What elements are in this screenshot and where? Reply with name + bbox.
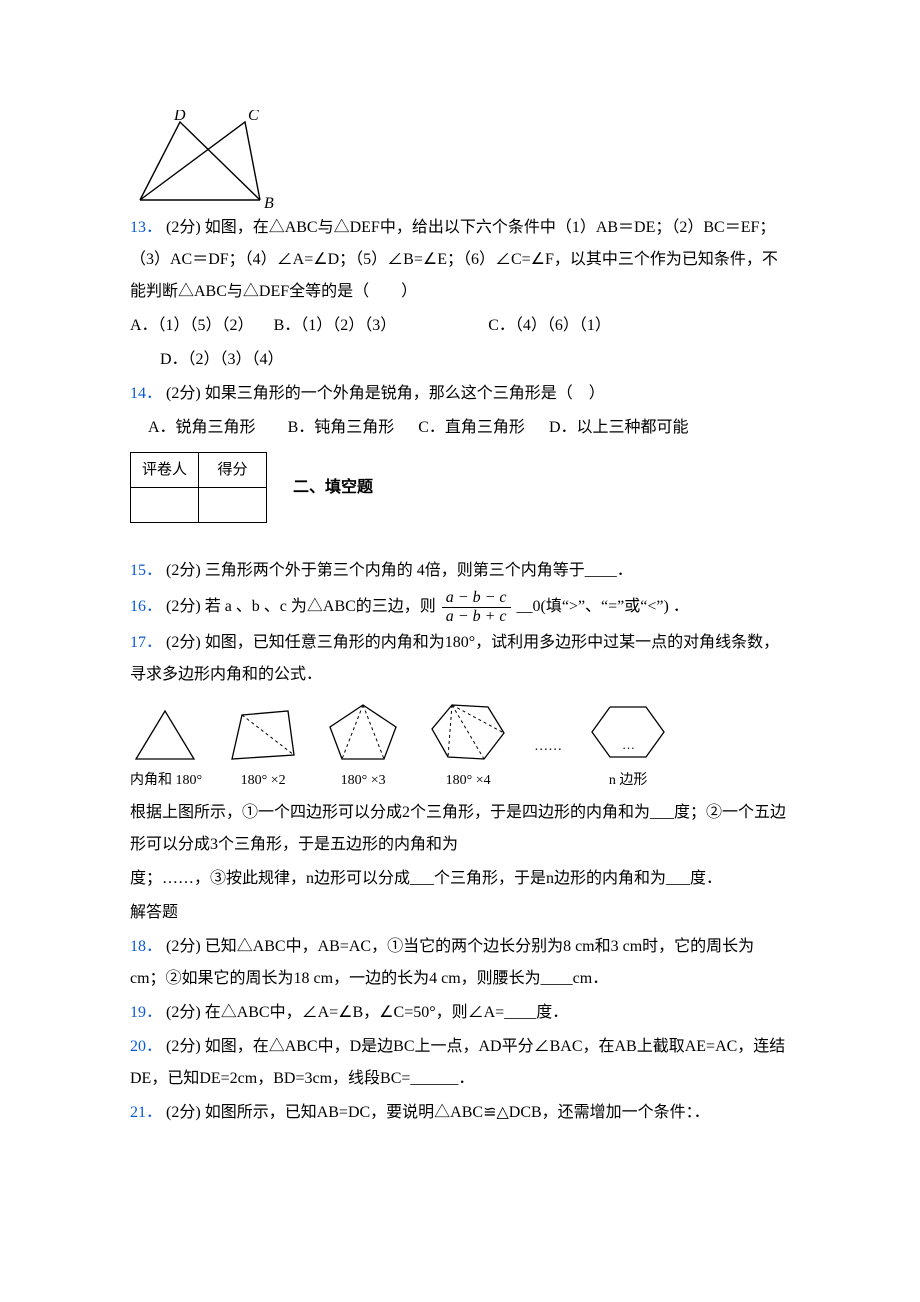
poly-cap-5: n 边形 (586, 767, 670, 795)
q19-score: (2分) (166, 1004, 201, 1021)
q15-text: 三角形两个外于第三个内角的 4倍，则第三个内角等于____． (205, 562, 633, 579)
q19-text: 在△ABC中，∠A=∠B，∠C=50°，则∠A=____度． (205, 1004, 569, 1021)
q14: 14． (2分) 如果三角形的一个外角是锐角，那么这个三角形是（ ） (130, 378, 790, 410)
poly-hexagon: 180° ×4 (426, 699, 510, 795)
q13-score: (2分) (166, 219, 201, 236)
q15: 15． (2分) 三角形两个外于第三个内角的 4倍，则第三个内角等于____． (130, 555, 790, 587)
q16-fraction: a − b − c a − b + c (442, 589, 511, 625)
q20-text: 如图，在△ABC中，D是边BC上一点，AD平分∠BAC，在AB上截取AE=AC，… (130, 1038, 785, 1087)
q17: 17． (2分) 如图，已知任意三角形的内角和为180°，试利用多边形中过某一点… (130, 627, 790, 691)
poly-cap-2: 180° ×2 (226, 767, 300, 795)
q16-number: 16． (130, 598, 162, 615)
score-table: 评卷人 得分 (130, 452, 267, 523)
q20: 20． (2分) 如图，在△ABC中，D是边BC上一点，AD平分∠BAC，在AB… (130, 1031, 790, 1095)
q16-frac-den: a − b + c (442, 608, 511, 626)
q13-number: 13． (130, 219, 162, 236)
q21-number: 21． (130, 1104, 162, 1121)
vertex-D: D (173, 110, 186, 124)
q14-options: A．锐角三角形 B．钝角三角形 C．直角三角形 D．以上三种都可能 (130, 412, 790, 444)
q13-optA: A．（1）（5）（2） (130, 317, 254, 334)
q20-number: 20． (130, 1038, 162, 1055)
spacer (130, 529, 790, 553)
poly-pentagon: 180° ×3 (324, 701, 402, 795)
q18-text: 已知△ABC中，AB=AC，①当它的两个边长分别为8 cm和3 cm时，它的周长… (130, 938, 770, 987)
q13-optC: C．（4）（6）（1） (488, 317, 611, 334)
vertex-C: C (248, 110, 259, 124)
q16-post: __0(填“>”、“=”或“<”) ． (517, 598, 689, 615)
score-col-score: 得分 (199, 453, 267, 488)
triangle-cross-figure: D C B (130, 110, 290, 210)
q18: 18． (2分) 已知△ABC中，AB=AC，①当它的两个边长分别为8 cm和3… (130, 931, 790, 995)
q13-optD: D．（2）（3）（4） (160, 351, 284, 368)
q17-followup-2: 度；……，③按此规律，n边形可以分成___个三角形，于是n边形的内角和为___度… (130, 863, 790, 895)
q13-options-line2: D．（2）（3）（4） (130, 344, 790, 376)
poly-cap-4: 180° ×4 (426, 767, 510, 795)
q16-pre: 若 a 、b 、c 为△ABC的三边，则 (205, 598, 436, 615)
poly-dots-text: …… (534, 733, 562, 761)
score-blank-1 (131, 488, 199, 523)
poly-ngon: … n 边形 (586, 699, 670, 795)
svg-text:…: … (622, 737, 635, 752)
vertex-B: B (264, 195, 274, 210)
section-2-title: 二、填空题 (293, 472, 373, 504)
q21-text: 如图所示，已知AB=DC，要说明△ABC≌△DCB，还需增加一个条件：． (205, 1104, 710, 1121)
polygon-row: 内角和 180° 180° ×2 180° ×3 180° ×4 …… … (130, 699, 790, 795)
q14-score: (2分) (166, 385, 201, 402)
q14-optC: C．直角三角形 (418, 419, 525, 436)
q17-followup-1: 根据上图所示，①一个四边形可以分成2个三角形，于是四边形的内角和为___度；②一… (130, 797, 790, 861)
poly-cap-3: 180° ×3 (324, 767, 402, 795)
q18-score: (2分) (166, 938, 201, 955)
q20-score: (2分) (166, 1038, 201, 1055)
q14-optA: A．锐角三角形 (148, 419, 256, 436)
q16: 16． (2分) 若 a 、b 、c 为△ABC的三边，则 a − b − c … (130, 589, 790, 625)
q17-followup-3: 解答题 (130, 897, 790, 929)
q14-optB: B．钝角三角形 (288, 419, 395, 436)
q19: 19． (2分) 在△ABC中，∠A=∠B，∠C=50°，则∠A=____度． (130, 997, 790, 1029)
section-header-row: 评卷人 得分 二、填空题 (130, 446, 790, 529)
q15-number: 15． (130, 562, 162, 579)
score-col-grader: 评卷人 (131, 453, 199, 488)
q13: 13． (2分) 如图，在△ABC与△DEF中，给出以下六个条件中（1）AB＝D… (130, 212, 790, 308)
q16-frac-num: a − b − c (442, 589, 511, 608)
q13-text: 如图，在△ABC与△DEF中，给出以下六个条件中（1）AB＝DE；（2）BC＝E… (130, 219, 778, 300)
q13-optB: B．（1）（2）（3） (274, 317, 397, 334)
q18-number: 18． (130, 938, 162, 955)
q13-figure: D C B (130, 110, 790, 210)
q17-text: 如图，已知任意三角形的内角和为180°，试利用多边形中过某一点的对角线条数，寻求… (130, 634, 779, 683)
q14-number: 14． (130, 385, 162, 402)
score-blank-2 (199, 488, 267, 523)
q14-optD: D．以上三种都可能 (549, 419, 689, 436)
poly-dots: …… (534, 733, 562, 761)
poly-cap-1: 内角和 180° (130, 767, 202, 795)
poly-quad: 180° ×2 (226, 705, 300, 795)
q15-score: (2分) (166, 562, 201, 579)
q16-score: (2分) (166, 598, 201, 615)
q21: 21． (2分) 如图所示，已知AB=DC，要说明△ABC≌△DCB，还需增加一… (130, 1097, 790, 1129)
q17-number: 17． (130, 634, 162, 651)
q19-number: 19． (130, 1004, 162, 1021)
q13-options: A．（1）（5）（2） B．（1）（2）（3） C．（4）（6）（1） (130, 310, 790, 342)
q14-text: 如果三角形的一个外角是锐角，那么这个三角形是（ ） (205, 385, 605, 402)
poly-triangle: 内角和 180° (130, 705, 202, 795)
q21-score: (2分) (166, 1104, 201, 1121)
q17-score: (2分) (166, 634, 201, 651)
